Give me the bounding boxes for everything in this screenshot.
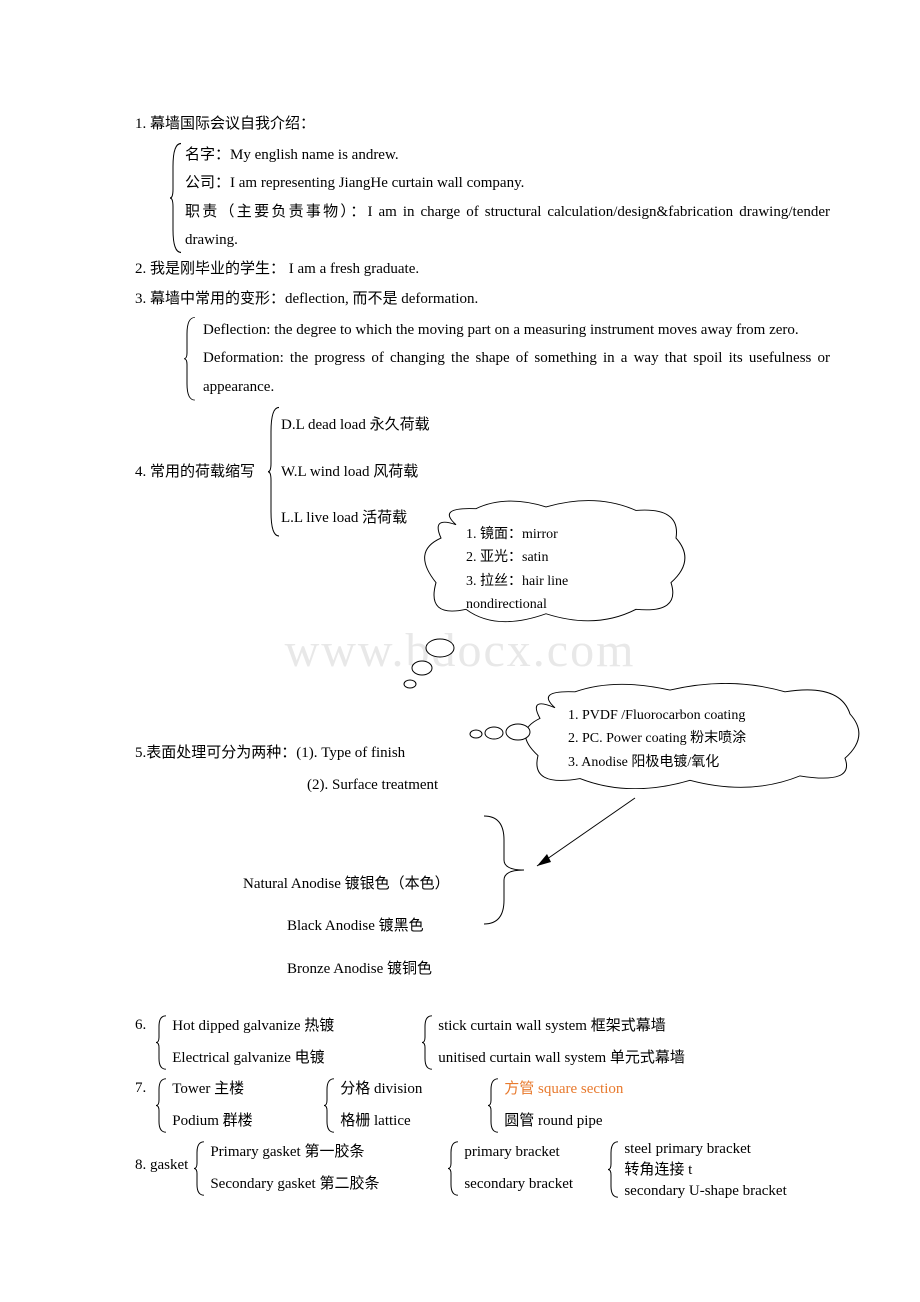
finish-item: 2. 亚光：satin [466, 547, 672, 569]
document-page: 1. 幕墙国际会议自我介绍： 名字：My english name is and… [0, 0, 920, 1242]
brace-icon [448, 1140, 460, 1197]
sec2: 2. 我是刚毕业的学生： I am a fresh graduate. [135, 255, 830, 284]
bracket-detail-row: steel primary bracket [624, 1139, 786, 1160]
treatment-item: 3. Anodise 阳极电镀/氧化 [568, 752, 841, 774]
finish-item: 1. 镜面：mirror [466, 524, 672, 546]
cw-system-row: stick curtain wall system 框架式幕墙 [438, 1011, 685, 1043]
brace-icon [422, 1014, 434, 1071]
sec7: 7. Tower 主楼 Podium 群楼 分格 division 格栅 lat… [135, 1074, 830, 1137]
sec8-col1: Primary gasket 第一胶条 Secondary gasket 第二胶… [192, 1137, 428, 1200]
gasket-row: Secondary gasket 第二胶条 [210, 1169, 428, 1201]
treatment-item: 1. PVDF /Fluorocarbon coating [568, 705, 841, 727]
bracket-row: primary bracket [464, 1137, 602, 1169]
galvanize-row: Hot dipped galvanize 热镀 [172, 1011, 402, 1043]
speech-bubble-finish: 1. 镜面：mirror 2. 亚光：satin 3. 拉丝：hair line… [416, 498, 696, 632]
pipe-row-highlight: 方管 square section [504, 1074, 623, 1106]
brace-icon [156, 1014, 168, 1071]
load-row: D.L dead load 永久荷载 [281, 411, 430, 440]
grid-row: 分格 division [340, 1074, 468, 1106]
brace-icon [608, 1140, 620, 1199]
load-row: W.L wind load 风荷载 [281, 458, 430, 487]
finish-item: 3. 拉丝：hair line [466, 571, 672, 593]
sec7-col1: Tower 主楼 Podium 群楼 [154, 1074, 304, 1137]
sec4-loads: D.L dead load 永久荷载 W.L wind load 风荷载 L.L… [261, 405, 430, 539]
cw-system-row: unitised curtain wall system 单元式幕墙 [438, 1043, 685, 1075]
bubble-tail-icon [400, 636, 460, 696]
anodise-row: Black Anodise 镀黑色 [287, 912, 830, 941]
treatment-item: 2. PC. Power coating 粉末喷涂 [568, 728, 841, 750]
sec1-duty: 职责（主要负责事物）：I am in charge of structural … [185, 198, 830, 255]
sec6: 6. Hot dipped galvanize 热镀 Electrical ga… [135, 1011, 830, 1074]
bracket-row: secondary bracket [464, 1169, 602, 1201]
galvanize-row: Electrical galvanize 电镀 [172, 1043, 402, 1075]
speech-bubble-treatment: 1. PVDF /Fluorocarbon coating 2. PC. Pow… [520, 683, 865, 789]
sec7-col2: 分格 division 格栅 lattice [322, 1074, 468, 1137]
building-row: Tower 主楼 [172, 1074, 304, 1106]
brace-icon [267, 405, 281, 539]
building-row: Podium 群楼 [172, 1106, 304, 1138]
sec1-block: 名字：My english name is andrew. 公司：I am re… [163, 141, 830, 255]
sec8-col2: primary bracket secondary bracket [446, 1137, 602, 1200]
sec3-deflection: Deflection: the degree to which the movi… [199, 316, 830, 345]
bracket-detail-row: 转角连接 t [624, 1160, 786, 1181]
sec6-right: stick curtain wall system 框架式幕墙 unitised… [420, 1011, 685, 1074]
sec3-deformation: Deformation: the progress of changing th… [199, 344, 830, 401]
sec6-num: 6. [135, 1011, 146, 1040]
arrow-icon [525, 790, 645, 880]
anodise-row: Bronze Anodise 镀铜色 [287, 955, 830, 984]
load-row: L.L live load 活荷载 [281, 504, 430, 533]
sec8-num: 8. gasket [135, 1137, 188, 1180]
sec8: 8. gasket Primary gasket 第一胶条 Secondary … [135, 1137, 830, 1202]
sec3-block: Deflection: the degree to which the movi… [177, 316, 830, 402]
finish-item: nondirectional [466, 594, 672, 616]
brace-icon [324, 1077, 336, 1134]
bubble-tail-icon [462, 718, 532, 748]
sec8-col3: steel primary bracket 转角连接 t secondary U… [606, 1137, 786, 1202]
sec1-name: 名字：My english name is andrew. [185, 141, 830, 170]
brace-icon [488, 1077, 500, 1134]
brace-icon [194, 1140, 206, 1197]
gasket-row: Primary gasket 第一胶条 [210, 1137, 428, 1169]
sec7-num: 7. [135, 1074, 146, 1103]
sec4-label: 4. 常用的荷载缩写 [135, 458, 255, 487]
brace-icon [183, 316, 197, 402]
brace-icon [169, 141, 183, 255]
sec3-title: 3. 幕墙中常用的变形：deflection, 而不是 deformation. [135, 285, 830, 314]
sec7-col3: 方管 square section 圆管 round pipe [486, 1074, 623, 1137]
pipe-row: 圆管 round pipe [504, 1106, 623, 1138]
sec6-left: Hot dipped galvanize 热镀 Electrical galva… [154, 1011, 402, 1074]
grid-row: 格栅 lattice [340, 1106, 468, 1138]
bracket-detail-row: secondary U-shape bracket [624, 1181, 786, 1202]
sec1-company: 公司：I am representing JiangHe curtain wal… [185, 169, 830, 198]
sec1-title: 1. 幕墙国际会议自我介绍： [135, 110, 830, 139]
brace-icon [156, 1077, 168, 1134]
